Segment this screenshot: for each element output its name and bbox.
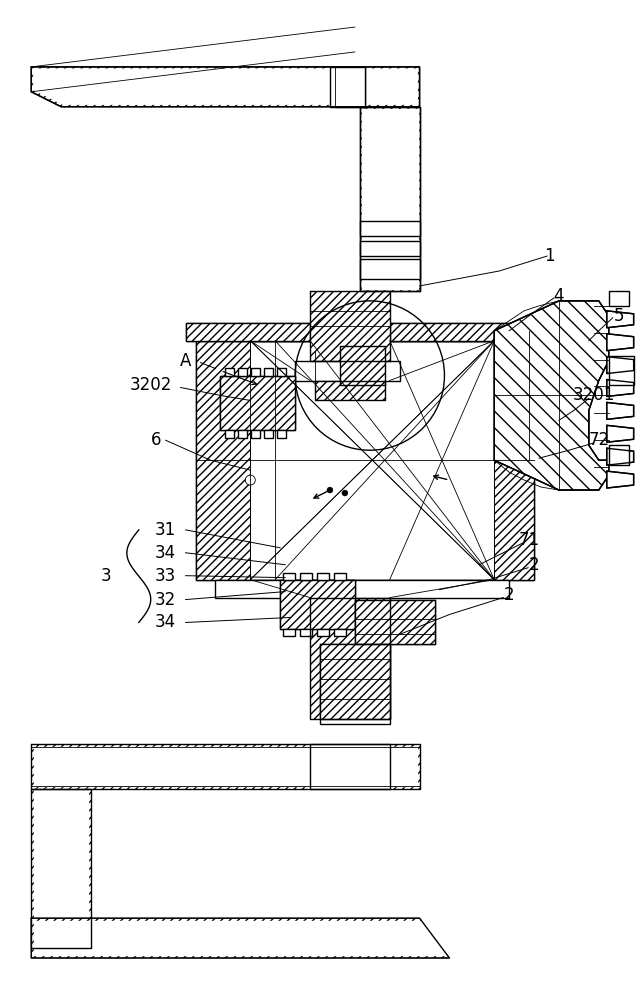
Text: 2: 2 [504,586,515,604]
Polygon shape [607,402,634,419]
Polygon shape [494,341,534,580]
Bar [295,361,399,381]
Text: 34: 34 [155,544,176,562]
Polygon shape [355,600,435,644]
Bar [196,341,534,580]
Bar [220,376,295,430]
Text: 3201: 3201 [573,386,615,404]
Text: 31: 31 [155,521,176,539]
Bar [315,381,385,400]
Text: 71: 71 [518,531,540,549]
Bar [277,368,286,376]
Text: 34: 34 [155,613,176,631]
Polygon shape [494,301,609,490]
Bar [280,580,355,629]
Text: 4: 4 [554,287,564,305]
Polygon shape [310,598,390,719]
Text: 3202: 3202 [129,376,172,394]
Polygon shape [607,311,634,328]
Bar [310,744,390,789]
Circle shape [327,487,333,493]
Text: 72: 72 [588,431,609,449]
Polygon shape [607,425,634,442]
Bar [360,241,420,256]
Polygon shape [607,471,634,488]
Bar [277,430,286,438]
Bar [300,629,312,636]
Bar [196,341,534,580]
Polygon shape [607,357,634,374]
Polygon shape [340,346,385,385]
Polygon shape [320,644,390,719]
Polygon shape [315,381,385,400]
Circle shape [245,475,255,485]
Text: A: A [180,352,191,370]
Bar [220,376,295,430]
Circle shape [342,490,348,496]
Polygon shape [607,380,634,396]
Bar [334,629,346,636]
Bar [609,291,628,306]
Bar [186,323,599,341]
Bar [225,430,234,438]
Polygon shape [33,69,417,105]
Polygon shape [35,921,447,955]
Polygon shape [186,323,599,341]
Text: 3: 3 [100,567,111,585]
Polygon shape [220,376,295,430]
Bar [310,323,390,341]
Text: 6: 6 [150,431,161,449]
Bar [252,430,260,438]
Polygon shape [280,580,355,629]
Bar [320,644,390,724]
Polygon shape [360,107,420,291]
Bar [252,368,260,376]
Bar [238,368,247,376]
Bar [280,580,355,629]
Polygon shape [35,789,88,945]
Bar [264,430,273,438]
Bar [283,629,295,636]
Polygon shape [607,334,634,351]
Bar [355,600,435,644]
Bar [609,445,628,465]
Bar [360,221,420,236]
Polygon shape [31,744,420,789]
Polygon shape [196,341,250,580]
Bar [238,430,247,438]
Text: 1: 1 [544,247,554,265]
Text: 5: 5 [614,307,624,325]
Bar [216,580,509,598]
Text: 33: 33 [155,567,176,585]
Bar [225,368,234,376]
Bar [609,356,634,385]
Bar [264,368,273,376]
Bar [283,573,295,580]
Polygon shape [31,918,449,958]
Text: 2: 2 [529,556,540,574]
Bar [340,346,385,385]
Polygon shape [31,67,420,107]
Bar [360,259,420,279]
Bar [330,67,365,107]
Text: 32: 32 [155,591,176,609]
Polygon shape [31,789,91,948]
Bar [300,573,312,580]
Polygon shape [35,747,417,786]
Bar [317,629,329,636]
Bar [186,323,599,341]
Polygon shape [607,448,634,465]
Bar [317,573,329,580]
Polygon shape [310,291,390,361]
Bar [334,573,346,580]
Bar [335,67,365,107]
Polygon shape [362,109,417,289]
